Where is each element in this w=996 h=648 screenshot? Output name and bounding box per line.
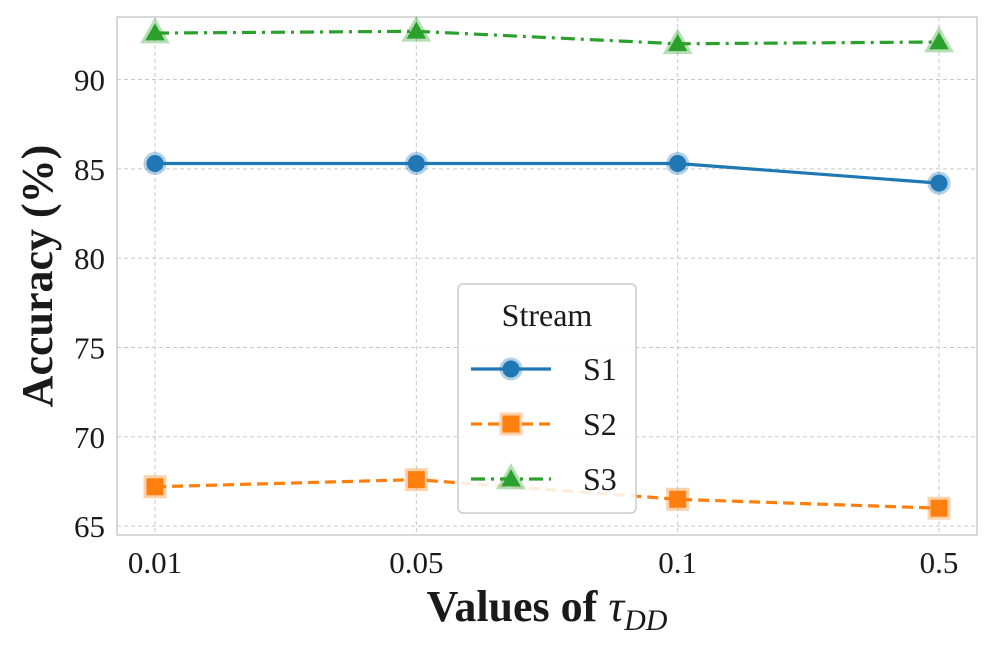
legend-marker: [496, 463, 526, 490]
data-point: [924, 26, 954, 53]
x-axis-title-prefix: Values of: [427, 582, 609, 631]
legend-entry-S3: S3: [471, 461, 617, 497]
data-point: [140, 17, 170, 44]
x-axis-title: Values of τDD: [427, 582, 668, 637]
legend-label: S1: [583, 351, 617, 387]
series-line: [155, 161, 940, 185]
legend-marker: [499, 357, 523, 381]
y-axis-ticks: 65 70 75 80 85 90: [74, 63, 105, 545]
data-point: [404, 151, 428, 175]
legend-label: S2: [583, 406, 617, 442]
y-tick-label: 90: [74, 63, 105, 98]
y-tick-label: 85: [74, 152, 105, 187]
legend-marker: [499, 412, 523, 436]
legend-title: Stream: [502, 297, 593, 333]
data-point: [662, 27, 693, 55]
data-point: [666, 151, 690, 175]
legend-entry-S1: S1: [471, 351, 617, 387]
legend: Stream S1 S2 S3: [457, 283, 637, 514]
data-point: [143, 475, 167, 499]
data-point: [401, 15, 432, 42]
grid: [117, 17, 977, 535]
x-axis-title-subscript: DD: [623, 604, 668, 637]
legend-box: [457, 283, 637, 514]
x-tick-label: 0.01: [128, 545, 182, 580]
series-S3: [140, 15, 954, 55]
x-tick-label: 0.05: [389, 545, 443, 580]
data-point: [927, 171, 951, 195]
y-tick-label: 75: [74, 330, 105, 365]
data-point: [927, 496, 951, 520]
y-axis-title: Accuracy (%): [13, 145, 62, 408]
x-tick-label: 0.5: [920, 545, 959, 580]
legend-entry-S2: S2: [471, 406, 617, 442]
y-tick-label: 80: [74, 241, 105, 276]
data-point: [404, 468, 428, 492]
x-tick-label: 0.1: [658, 545, 697, 580]
data-point: [143, 151, 167, 175]
x-axis-ticks: 0.01 0.05 0.1 0.5: [128, 545, 959, 580]
legend-label: S3: [583, 461, 617, 497]
y-tick-label: 65: [74, 509, 105, 544]
legend-entries: S1 S2 S3: [471, 351, 617, 497]
series-S1: [143, 151, 951, 195]
y-tick-label: 70: [74, 420, 105, 455]
x-axis-title-symbol: τ: [608, 582, 626, 631]
data-point: [666, 487, 690, 511]
